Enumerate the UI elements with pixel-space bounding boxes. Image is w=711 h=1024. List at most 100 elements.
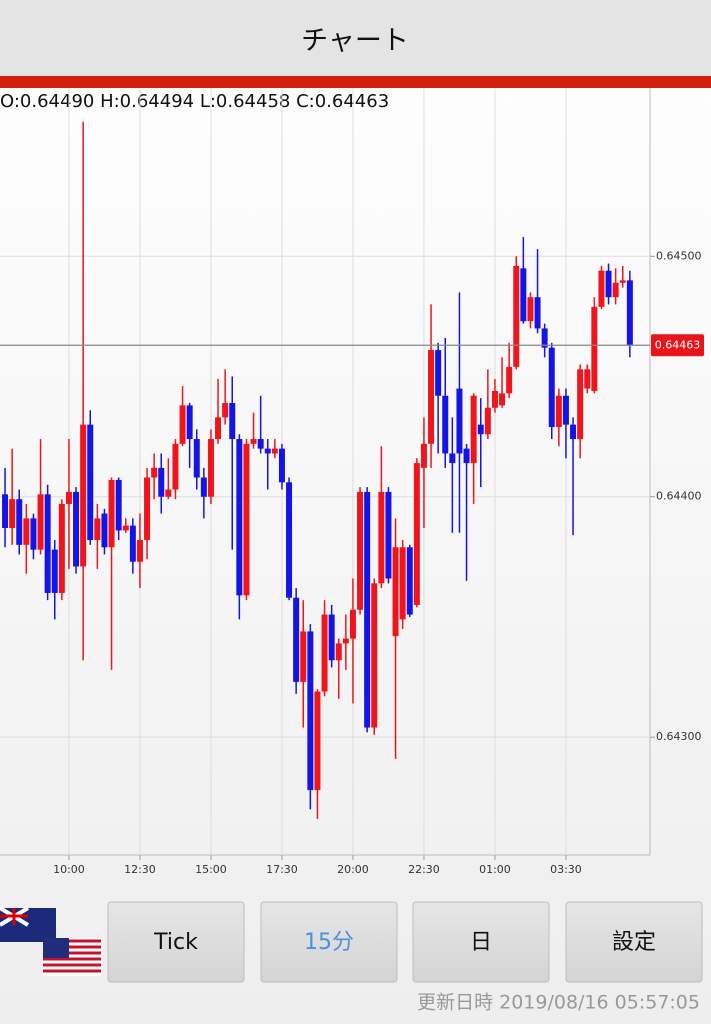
candle-body [58, 503, 65, 593]
candle-body [179, 405, 186, 444]
x-tick-label: 10:00 [53, 863, 85, 876]
candle-body [229, 402, 236, 440]
candle-body [598, 270, 605, 307]
candle-body [378, 491, 385, 584]
candle-body [158, 467, 165, 497]
y-tick-label: 0.64500 [656, 249, 702, 262]
candle-body [420, 443, 427, 468]
x-tick-label: 20:00 [337, 863, 369, 876]
header-title: チャート [301, 26, 409, 57]
candle-body [534, 297, 541, 329]
candle-body [186, 405, 193, 440]
candle-body [527, 297, 534, 322]
candle-body [591, 306, 598, 391]
candle-body [399, 547, 406, 620]
candle-body [286, 482, 293, 598]
x-tick-label: 17:30 [266, 863, 298, 876]
candle-body [80, 424, 87, 567]
button-label: 15分 [304, 930, 354, 955]
button-label: Tick [153, 930, 198, 955]
candle-body [257, 439, 264, 449]
candle-body [136, 540, 143, 562]
candle-body [30, 518, 37, 550]
button-label: 設定 [612, 930, 656, 955]
candle-body [342, 638, 349, 644]
flags [0, 906, 101, 976]
button[interactable] [565, 901, 703, 983]
candle-body [9, 499, 16, 529]
button[interactable] [107, 901, 245, 983]
candle-body [129, 525, 136, 562]
candle-body [619, 280, 626, 283]
candle-body [470, 395, 477, 464]
x-tick-label: 03:30 [550, 863, 582, 876]
candle-body [584, 369, 591, 389]
candle-body [491, 390, 498, 408]
candle-body [463, 448, 470, 464]
button[interactable] [412, 901, 550, 983]
plot: 0.64300 0.64400 0.64500 10:00 12:30 15:00 17:3… [0, 88, 704, 876]
candle-body [101, 513, 108, 548]
candle-body [122, 525, 129, 531]
accent-bar [0, 76, 711, 88]
x-tick-label: 22:30 [408, 863, 440, 876]
candle-body [392, 547, 399, 637]
current-price-tag [651, 334, 704, 357]
candle-body [87, 424, 94, 541]
candle-body [499, 393, 506, 406]
candle-body [435, 350, 442, 396]
candle-body [357, 491, 364, 610]
candle-body [37, 494, 44, 550]
candle-body [200, 477, 207, 497]
candle-body [264, 448, 271, 454]
candle-body [385, 491, 392, 579]
candle-body [293, 597, 300, 682]
candle-body [335, 643, 342, 661]
candle-body [349, 609, 356, 639]
candle-body [371, 583, 378, 728]
candle-body [23, 518, 30, 545]
candle-body [413, 463, 420, 605]
candle-body [541, 328, 548, 348]
candle-body [16, 499, 23, 545]
ohlc-info: O:0.64490 H:0.64494 L:0.64458 C:0.64463 [0, 91, 389, 112]
candle-body [428, 350, 435, 444]
candle-body [406, 547, 413, 615]
button-row: Tick 15分 日 設定 [107, 901, 703, 983]
candle-body [626, 280, 633, 346]
x-tick-label: 01:00 [479, 863, 511, 876]
us-flag-canton [43, 938, 69, 958]
candle-body [165, 489, 172, 497]
candle-body [612, 282, 619, 298]
button-label: 日 [470, 930, 492, 955]
candle-body [94, 518, 101, 541]
candle-body [321, 614, 328, 692]
candle-body [243, 443, 250, 596]
candle-body [44, 494, 51, 593]
candle-body [271, 448, 278, 454]
us-flag-stripes [43, 939, 101, 973]
candle-body [562, 395, 569, 425]
candle-body [144, 477, 151, 541]
candle-body [513, 265, 520, 367]
candle-body [2, 494, 9, 529]
candle-body [442, 395, 449, 454]
y-tick-label: 0.64300 [656, 730, 702, 743]
candle-body [193, 439, 200, 478]
candle-body [484, 407, 491, 435]
candle-body [314, 691, 321, 791]
update-time: 更新日時 2019/08/16 05:57:05 [417, 992, 700, 1014]
y-tick-label: 0.64400 [656, 490, 702, 503]
candle-body [364, 491, 371, 728]
x-tick-label: 15:00 [195, 863, 227, 876]
candle-body [73, 491, 80, 567]
candle-body [207, 439, 214, 497]
candle-body [520, 268, 527, 322]
candle-body [570, 424, 577, 440]
candle-body [278, 448, 285, 483]
candle-body [172, 443, 179, 490]
button[interactable] [260, 901, 398, 983]
candle-body [456, 388, 463, 454]
